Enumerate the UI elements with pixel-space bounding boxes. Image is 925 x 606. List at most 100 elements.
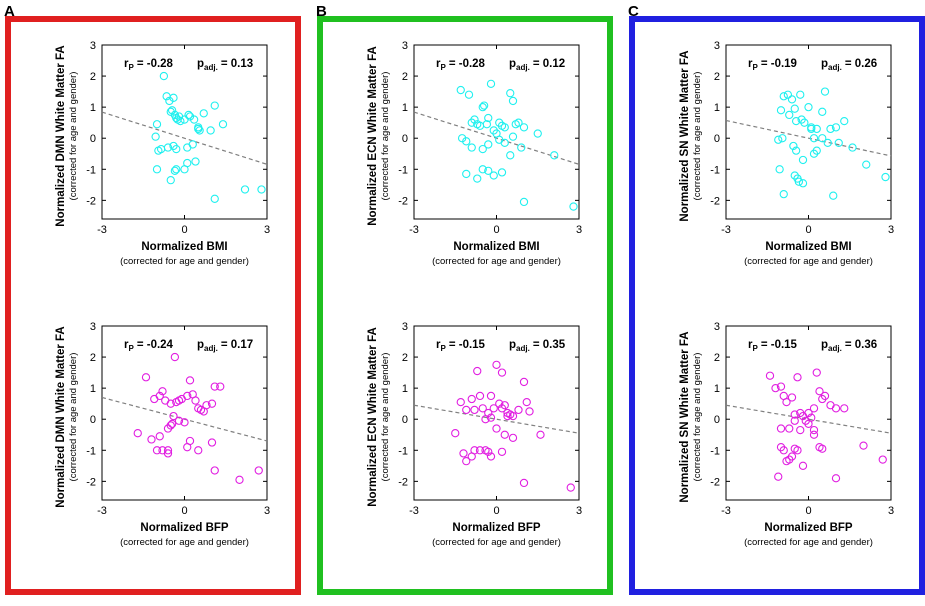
data-point [464,90,474,99]
x-tick-label: 3 [576,505,582,517]
data-point [206,126,215,135]
r-subscript: P [440,63,446,72]
data-point [169,141,178,151]
x-tick-label: -3 [721,505,731,517]
scatter-plot-c-bmi: 3 2 1 0 -1 -2 -3 0 3 rP = -0.19 padj. = 0.26 Normaliz… [679,40,894,267]
p-value: = 0.12 [533,58,565,70]
data-point [834,138,843,148]
data-point [500,123,509,132]
p-annotation: padj. = 0.35 [509,339,566,353]
data-point [793,373,802,382]
data-point [159,71,169,81]
r-value: = -0.15 [449,339,486,351]
y-tick-label: 2 [402,352,408,364]
x-tick-label: 0 [181,505,187,517]
data-point [495,399,504,408]
data-point [456,85,465,95]
data-point [467,394,476,404]
data-point [798,461,808,470]
r-label: r [124,58,129,70]
data-point [517,143,526,152]
y-axis-sublabel: (corrected for age and gender) [692,353,703,482]
data-point [812,124,821,134]
p-value: = 0.26 [845,58,877,70]
y-tick-label: -2 [398,195,408,207]
data-point [478,144,487,154]
r-value: = -0.28 [137,58,174,70]
r-label: r [748,339,753,351]
data-point [840,404,849,413]
y-tick-label: 2 [714,352,720,364]
data-point [782,397,791,407]
data-point [459,449,468,458]
r-label: r [124,339,129,351]
y-tick-label: -2 [710,476,720,488]
panel-letter-b: B [316,3,327,20]
data-point [191,396,200,405]
data-point [172,113,181,123]
y-tick-label: -1 [398,445,408,457]
data-point [166,421,175,430]
y-tick-label: 2 [90,352,96,364]
data-point [473,366,482,376]
p-label: p [509,58,516,70]
stats-annotation: rP = -0.15 [436,339,486,353]
data-point [796,90,805,99]
p-subscript: adj. [204,344,218,353]
x-tick-label: 0 [805,224,811,236]
data-point [862,160,871,169]
data-point [210,101,219,110]
y-tick-label: 2 [90,71,96,83]
panel-c: C [628,3,925,595]
data-point [191,157,200,166]
x-axis-label: Normalized BMI [141,241,227,253]
y-tick-label: -2 [710,195,720,207]
data-point [519,197,529,207]
y-tick-label: 2 [402,71,408,83]
y-tick-label: -2 [398,476,408,488]
data-point [166,176,175,185]
p-label: p [197,339,204,351]
r-label: r [748,58,753,70]
data-point [798,155,808,165]
data-point [216,382,225,391]
data-point [804,408,813,418]
x-axis-label: Normalized BFP [764,522,853,534]
data-point [484,408,493,418]
data-point [514,118,523,127]
data-point [497,168,507,177]
r-value: = -0.15 [761,339,798,351]
data-point [169,411,178,421]
data-point [218,120,228,129]
scatter-plot-b-bmi: 3 2 1 0 -1 -2 -3 0 3 rP = -0.28 padj. = 0.12 Normaliz… [367,40,582,267]
data-point [462,405,471,415]
p-value: = 0.13 [221,58,253,70]
panel-b: B [316,3,613,595]
data-point [878,455,887,464]
data-point [475,391,485,401]
data-point [508,411,518,421]
data-point [500,401,509,410]
data-point [500,138,509,148]
data-point [462,457,471,466]
plot-area [725,325,892,501]
data-point [831,123,841,132]
data-point [194,446,203,455]
x-axis-label: Normalized BMI [765,241,851,253]
scatter-plot-b-bfp: 3 2 1 0 -1 -2 -3 0 3 rP = -0.15 padj. = 0.35 Normaliz… [367,321,582,548]
x-tick-label: 0 [805,505,811,517]
data-point [525,407,534,416]
data-point [820,87,830,96]
data-point [508,433,518,443]
data-point [195,126,204,135]
x-tick-label: 3 [888,505,894,517]
data-point [569,202,578,211]
data-point [823,138,832,148]
data-point [793,446,802,455]
x-tick-label: 3 [888,224,894,236]
data-point [470,446,479,455]
data-point [514,405,523,415]
p-label: p [821,339,828,351]
y-axis-sublabel: (corrected for age and gender) [380,72,391,201]
y-tick-label: 1 [90,383,96,395]
